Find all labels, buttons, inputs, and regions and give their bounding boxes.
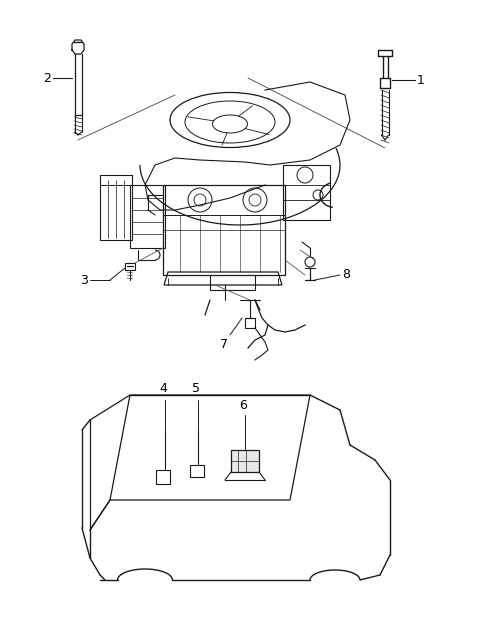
Text: 5: 5 bbox=[192, 382, 200, 395]
Text: 4: 4 bbox=[159, 382, 167, 395]
Text: 1: 1 bbox=[417, 74, 425, 86]
Text: 3: 3 bbox=[80, 273, 88, 287]
Bar bbox=[231, 450, 259, 472]
Text: 6: 6 bbox=[239, 399, 247, 412]
Text: 2: 2 bbox=[43, 72, 51, 84]
Text: 7: 7 bbox=[220, 338, 228, 351]
Text: 8: 8 bbox=[342, 269, 350, 281]
